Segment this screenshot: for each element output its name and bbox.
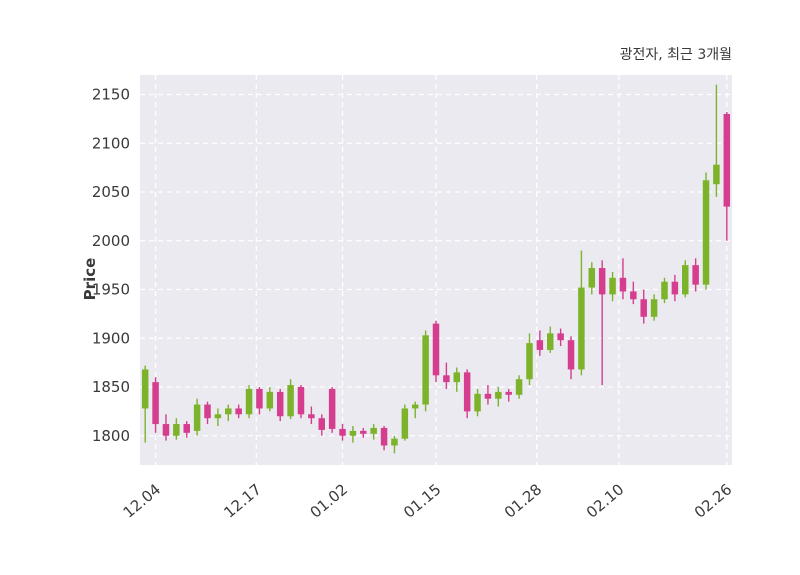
candle-body xyxy=(287,385,294,417)
candle-body xyxy=(339,428,346,436)
chart-title: 광전자, 최근 3개월 xyxy=(619,47,732,63)
candle-body xyxy=(214,414,222,419)
candle-body xyxy=(609,277,616,295)
candle-body xyxy=(650,299,658,317)
candle-body xyxy=(515,379,523,395)
candle-body xyxy=(640,299,647,317)
candle-body xyxy=(474,393,481,412)
candle-body xyxy=(453,372,461,383)
candle-body xyxy=(630,291,637,300)
x-tick-label: 02.26 xyxy=(691,480,735,521)
candle-body xyxy=(588,268,596,288)
x-tick-label: 12.17 xyxy=(220,480,264,521)
candle-body xyxy=(432,323,440,376)
candle-body xyxy=(422,335,429,405)
candle-body xyxy=(671,281,679,295)
candle-body xyxy=(692,265,699,285)
y-axis-label: Price xyxy=(81,257,99,301)
y-tick-label: 2050 xyxy=(92,183,130,201)
candle-body xyxy=(276,391,284,417)
candle-body xyxy=(370,427,377,434)
candle-body xyxy=(173,424,180,436)
candle-body xyxy=(235,408,242,415)
candle-body xyxy=(380,427,388,446)
y-tick-label: 2100 xyxy=(92,134,130,152)
candle-body xyxy=(141,369,149,409)
candle-body xyxy=(495,391,502,399)
candle-body xyxy=(411,404,419,409)
candle-body xyxy=(723,114,731,207)
candle-body xyxy=(401,408,409,439)
candle-body xyxy=(598,268,606,295)
candle-body xyxy=(391,438,398,446)
candle-body xyxy=(484,393,492,399)
candle-body xyxy=(443,375,450,383)
candle-body xyxy=(557,333,564,341)
y-tick-label: 2150 xyxy=(92,86,130,104)
candle-body xyxy=(266,391,274,409)
candle-body xyxy=(183,424,190,433)
candle-body xyxy=(297,387,305,415)
candle-body xyxy=(204,404,211,419)
candle-body xyxy=(256,388,263,409)
candle-body xyxy=(318,418,326,430)
candle-body xyxy=(349,430,357,436)
candle-body xyxy=(702,180,710,285)
candle-body xyxy=(526,343,533,380)
x-tick-label: 01.15 xyxy=(400,480,444,521)
candle-body xyxy=(682,265,689,295)
candle-body xyxy=(505,391,512,395)
candle-body xyxy=(245,388,253,415)
y-tick-label: 1850 xyxy=(92,378,130,396)
candle-body xyxy=(328,388,336,429)
candle-body xyxy=(567,340,575,370)
candle-body xyxy=(360,430,367,434)
candle-body xyxy=(661,281,668,300)
candle-body xyxy=(578,287,585,370)
y-tick-label: 1950 xyxy=(92,281,130,299)
candle-body xyxy=(152,382,159,425)
y-tick-label: 2000 xyxy=(92,232,130,250)
x-tick-label: 12.04 xyxy=(120,480,164,521)
candle-body xyxy=(536,340,544,350)
y-tick-label: 1800 xyxy=(92,427,130,445)
x-tick-label: 02.10 xyxy=(583,480,627,521)
candle-body xyxy=(225,408,232,415)
y-tick-label: 1900 xyxy=(92,329,130,347)
candle-body xyxy=(463,372,471,412)
candle-body xyxy=(162,424,170,436)
candle-body xyxy=(546,333,554,350)
candle-body xyxy=(713,164,720,185)
x-tick-label: 01.02 xyxy=(307,480,351,521)
candle-body xyxy=(193,404,201,431)
candle-body xyxy=(619,277,627,292)
candle-body xyxy=(308,414,315,419)
x-tick-label: 01.28 xyxy=(501,480,545,521)
